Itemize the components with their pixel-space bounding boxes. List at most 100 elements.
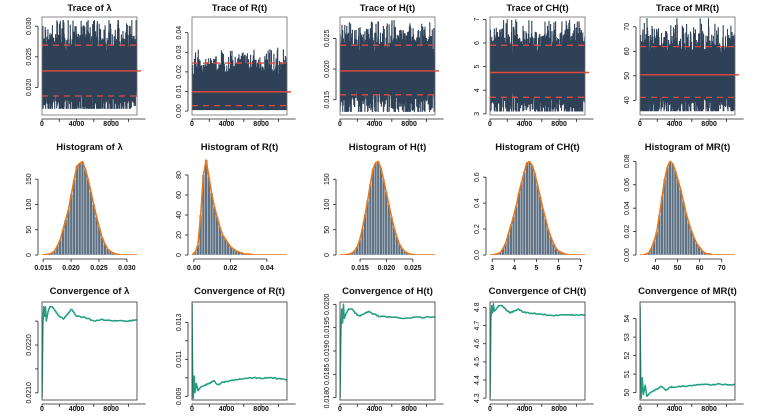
conv-CH-y-tick-label: 4.6 [474, 339, 481, 349]
hist-lambda-bar [89, 191, 93, 255]
hist-MR-bar [665, 166, 669, 255]
trace-H-x-tick-label: 4000 [367, 121, 383, 128]
hist-CH-x-tick-label: 3 [490, 265, 494, 272]
trace-lambda-x-tick-label: 8000 [103, 121, 119, 128]
hist-lambda-y-tick-label: 50 [26, 226, 33, 234]
hist-CH-bar [522, 171, 526, 255]
conv-CH-x-tick-label: 0 [488, 406, 492, 413]
trace-MR-y-tick-label: 60 [624, 47, 631, 55]
hist-CH-y-tick-label: 0.6 [474, 172, 481, 182]
trace-MR-x-tick-label: 0 [638, 121, 642, 128]
hist-R-y-tick-label: 20 [176, 231, 183, 239]
hist-CH-y-tick-label: 0.2 [474, 224, 481, 234]
conv-MR-panel: Convergence of MR(t) 0 4000 8000 50 51 52 53 54 [624, 286, 744, 413]
hist-R-bar [207, 176, 211, 255]
hist-R-y-tick-label: 60 [176, 191, 183, 199]
hist-MR-title: Histogram of MR(t) [645, 142, 731, 153]
conv-H-running-mean-line [340, 303, 435, 398]
trace-R-y-tick-label: 0.02 [176, 65, 183, 79]
hist-H-y-tick-label: 100 [324, 199, 331, 211]
trace-R-panel: Trace of R(t) 0 4000 8000 0.00 0.01 0.02 0.03 0.… [176, 3, 296, 128]
hist-R-title: Histogram of R(t) [201, 142, 279, 153]
conv-MR-plot-area [640, 305, 735, 399]
hist-lambda-y-tick-label: 0 [26, 253, 33, 257]
trace-H-plot-area [340, 20, 435, 112]
conv-H-y-tick-label: 0.0195 [324, 317, 331, 339]
trace-R-x-tick-label: 4000 [219, 121, 235, 128]
trace-MR-x-tick-label: 4000 [667, 121, 683, 128]
trace-R-y-tick-label: 0.04 [176, 26, 183, 40]
hist-CH-plot-area [490, 160, 585, 255]
trace-R-frame [191, 16, 288, 116]
hist-MR-bar [681, 200, 685, 255]
hist-lambda-x-tick-label: 0.025 [90, 265, 108, 272]
trace-MR-frame [639, 16, 736, 116]
conv-R-y-tick-label: 0.013 [176, 313, 183, 331]
hist-lambda-y-tick-label: 100 [26, 199, 33, 211]
trace-MR-title: Trace of MR(t) [656, 3, 719, 14]
trace-lambda-y-tick-label: 0.025 [26, 48, 33, 66]
trace-H-y-tick-label: 0.025 [324, 30, 331, 48]
hist-CH-x-tick-label: 4 [512, 265, 516, 272]
hist-MR-density-curve [640, 160, 735, 255]
conv-lambda-title: Convergence of λ [50, 286, 130, 297]
hist-H-x-tick-label: 0.020 [378, 265, 396, 272]
conv-lambda-x-tick-label: 8000 [103, 406, 119, 413]
trace-MR-y-tick-label: 50 [624, 72, 631, 80]
trace-R-y-tick-label: 0.01 [176, 85, 183, 99]
conv-MR-frame [639, 301, 736, 401]
hist-H-bar [379, 167, 383, 255]
hist-lambda-bar [78, 163, 82, 255]
hist-lambda-x-tick-label: 0.030 [118, 265, 136, 272]
hist-CH-y-tick-label: 0.4 [474, 198, 481, 208]
trace-R-title: Trace of R(t) [212, 3, 267, 14]
trace-CH-x-tick-label: 8000 [551, 121, 567, 128]
hist-MR-x-tick-label: 50 [674, 265, 682, 272]
conv-H-x-tick-label: 4000 [367, 406, 383, 413]
hist-R-bar [221, 234, 225, 255]
trace-H-frame [339, 16, 436, 116]
conv-H-plot-area [340, 303, 435, 398]
hist-R-bar [212, 206, 216, 255]
trace-H-x-tick-label: 0 [338, 121, 342, 128]
hist-lambda-x-tick-label: 0.015 [34, 265, 52, 272]
hist-MR-bar [684, 212, 688, 255]
conv-H-x-tick-label: 8000 [401, 406, 417, 413]
trace-R-y-tick-label: 0.03 [176, 45, 183, 59]
hist-CH-density-curve [490, 160, 585, 255]
hist-CH-bar [538, 196, 542, 255]
trace-H-title: Trace of H(t) [360, 3, 415, 14]
conv-CH-title: Convergence of CH(t) [489, 286, 587, 297]
conv-R-plot-area [192, 303, 287, 399]
trace-H-x-tick-label: 8000 [401, 121, 417, 128]
hist-MR-bar [668, 161, 672, 255]
hist-H-panel: Histogram of H(t) 0.015 0.020 0.025 0 50 100 15… [324, 142, 435, 272]
conv-MR-x-tick-label: 4000 [667, 406, 683, 413]
trace-R-plot-area [192, 47, 287, 111]
conv-R-frame [191, 301, 288, 401]
hist-MR-x-tick-label: 60 [696, 265, 704, 272]
hist-CH-bar [525, 162, 529, 255]
hist-R-density-curve [192, 159, 287, 255]
hist-H-x-tick-label: 0.015 [351, 265, 369, 272]
hist-R-y-tick-label: 40 [176, 211, 183, 219]
hist-CH-bar [517, 192, 521, 255]
hist-lambda-bar [80, 161, 85, 255]
hist-CH-y-tick-label: 0.0 [474, 250, 481, 260]
trace-R-y-tick-label: 0.00 [176, 104, 183, 118]
conv-CH-y-tick-label: 4.5 [474, 357, 481, 367]
hist-H-density-curve [340, 160, 435, 255]
trace-lambda-title: Trace of λ [67, 3, 112, 14]
conv-R-y-tick-label: 0.011 [176, 351, 183, 368]
hist-H-bar [382, 179, 386, 255]
hist-H-plot-area [340, 160, 435, 255]
conv-MR-y-tick-label: 52 [624, 352, 631, 360]
hist-MR-x-tick-label: 40 [652, 265, 660, 272]
hist-R-bar [204, 159, 208, 255]
hist-H-bar [374, 162, 378, 255]
trace-MR-panel: Trace of MR(t) 0 4000 8000 40 50 60 70 [624, 3, 744, 128]
trace-lambda-frame [41, 16, 138, 116]
trace-H-panel: Trace of H(t) 0 4000 8000 0.015 0.020 0.025 [324, 3, 444, 128]
hist-H-bar [384, 191, 388, 255]
conv-lambda-frame [41, 301, 138, 401]
